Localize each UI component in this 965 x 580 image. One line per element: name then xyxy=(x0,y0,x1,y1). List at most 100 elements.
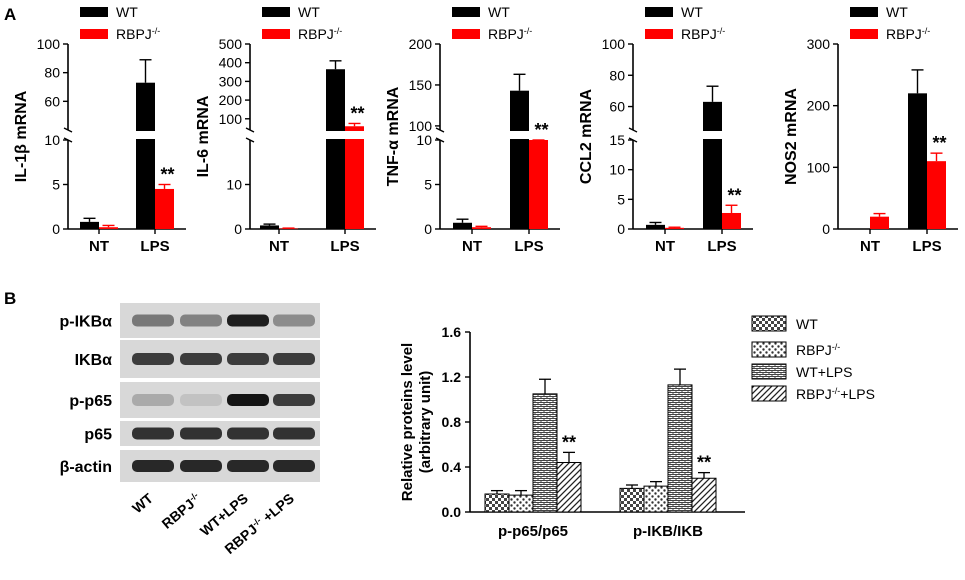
bar-rbpj-nt xyxy=(665,227,684,229)
y-tick-label: 15 xyxy=(609,132,625,148)
legend-swatch-rbpj xyxy=(645,29,673,39)
y-tick-label: 5 xyxy=(617,191,625,207)
y-tick-label: 10 xyxy=(416,132,432,148)
legend-protein: WT RBPJ-/- WT+LPS RBPJ-/-+LPS xyxy=(751,315,875,402)
y-axis-label-line1: Relative proteins level xyxy=(399,343,416,501)
bar-wt-p-ikb-ikb xyxy=(619,487,645,513)
legend-label-wt: WT xyxy=(488,4,510,20)
bar-rbpj-p-ikb-ikb xyxy=(643,485,669,513)
y-tick-label: 60 xyxy=(609,99,625,115)
panel-label-b: B xyxy=(4,289,16,308)
significance-marker: ** xyxy=(932,133,946,153)
blot-row-label-actin: β-actin xyxy=(60,459,112,476)
y-tick-label: 5 xyxy=(424,177,432,193)
legend: WT RBPJ-/- xyxy=(645,4,725,42)
bar-rbpj-lps xyxy=(722,212,741,229)
y-axis-label: IL-6 mRNA xyxy=(195,95,212,177)
y-tick-label: 80 xyxy=(609,67,625,83)
y-axis-label: IL-1β mRNA xyxy=(13,90,30,182)
bar-wt-nt xyxy=(453,222,472,229)
axis-break-mark xyxy=(628,137,638,143)
y-tick-label: 150 xyxy=(409,77,433,93)
legend-label-rbpj: RBPJ-/- xyxy=(681,26,725,42)
bar-rbpj-nt xyxy=(870,216,889,229)
legend-label-rbpj: RBPJ-/- xyxy=(796,342,840,358)
chart-ccl2-mrna: 0 5 10 15 60 80 100 NT LPS ** CCL2 mRNA WT RBPJ-/- xyxy=(578,4,753,255)
legend-label-rbpj: RBPJ-/- xyxy=(488,26,532,42)
y-tick-label: 200 xyxy=(409,36,433,52)
legend-swatch-rbpj xyxy=(452,29,480,39)
y-axis-label: NOS2 mRNA xyxy=(783,88,800,185)
x-tick-label-lps: LPS xyxy=(912,238,941,255)
axis-break-gap xyxy=(528,131,549,139)
legend-label-rbpj: RBPJ-/- xyxy=(298,26,342,42)
blot-band xyxy=(273,427,315,440)
legend-label-rbpj: RBPJ-/- xyxy=(886,26,930,42)
legend-label-wt-lps: WT+LPS xyxy=(796,364,852,380)
y-tick-label: 0.4 xyxy=(442,459,462,475)
blot-band xyxy=(180,427,222,440)
bar-wt-lps xyxy=(136,82,155,229)
y-axis-label: TNF-α mRNA xyxy=(385,86,402,186)
bar-wt-lps xyxy=(703,101,722,229)
blot-band xyxy=(227,314,269,327)
axis-break-gap xyxy=(344,131,365,139)
blot-band xyxy=(132,427,174,440)
x-tick-label-nt: NT xyxy=(860,238,880,255)
blot-row-label-p-ikb: p-IKBα xyxy=(60,314,113,331)
blot-row-label-ikb: IKBα xyxy=(75,352,113,369)
significance-marker: ** xyxy=(534,120,548,140)
blot-band xyxy=(273,394,315,406)
chart-il-6-mrna: 0 10 100 200 300 400 500 NT LPS ** IL-6 mRNA WT RBPJ… xyxy=(195,4,376,255)
blot-band xyxy=(132,460,174,472)
blot-band xyxy=(227,460,269,472)
y-tick-label: 0 xyxy=(424,221,432,237)
x-tick-label-lps: LPS xyxy=(514,238,543,255)
blot-band xyxy=(180,460,222,472)
bar-rbpj-lps xyxy=(345,126,364,229)
y-tick-label: 100 xyxy=(409,118,433,134)
bar-wt-p-p65-p65 xyxy=(484,493,510,513)
y-tick-label: 1.6 xyxy=(442,324,462,340)
bar-wt-lps xyxy=(908,93,927,229)
blot-band xyxy=(132,353,174,365)
panel-b: Bp-IKBα IKBα p-p65 p65 β-actin WT RBPJ-/- WT+LP… xyxy=(4,289,875,557)
x-tick-label-lps: LPS xyxy=(330,238,359,255)
y-tick-label: 10 xyxy=(44,132,60,148)
legend-swatch-wt xyxy=(751,315,787,332)
axis-break-mark xyxy=(245,137,255,143)
legend-label-wt: WT xyxy=(116,4,138,20)
legend-label-wt: WT xyxy=(298,4,320,20)
bar-wt-lps-p-p65-p65 xyxy=(532,393,558,513)
bar-wt-nt xyxy=(646,224,665,229)
legend-label-rbpj: RBPJ-/- xyxy=(116,26,160,42)
bar-wt-lps xyxy=(326,69,345,229)
legend-swatch-wt xyxy=(262,7,290,17)
y-tick-label: 0.0 xyxy=(442,504,462,520)
bar-wt-lps xyxy=(510,90,529,229)
blot-band xyxy=(273,314,315,327)
blot-band xyxy=(180,394,222,406)
x-tick-label-nt: NT xyxy=(89,238,109,255)
y-tick-label: 0 xyxy=(52,221,60,237)
axis-break-mark xyxy=(435,137,445,143)
y-tick-label: 5 xyxy=(52,177,60,193)
bar-rbpj-lps xyxy=(927,161,946,229)
bar-rbpj-p-p65-p65 xyxy=(508,494,534,513)
y-axis-label-line2: (arbitrary unit) xyxy=(417,371,434,474)
x-tick-label-lps: LPS xyxy=(707,238,736,255)
legend-label-rbpj-lps: RBPJ-/-+LPS xyxy=(796,386,875,402)
y-tick-label: 0 xyxy=(234,221,242,237)
blot-band xyxy=(273,460,315,472)
blot-band xyxy=(132,314,174,327)
bar-wt-nt xyxy=(80,221,99,229)
y-tick-label: 0 xyxy=(617,221,625,237)
axis-break-gap xyxy=(135,131,156,139)
legend-swatch-wt-lps xyxy=(751,363,787,380)
bar-wt-nt xyxy=(260,225,279,229)
legend-swatch-wt xyxy=(850,7,878,17)
legend: WT RBPJ-/- xyxy=(80,4,160,42)
significance-marker: ** xyxy=(562,432,576,452)
